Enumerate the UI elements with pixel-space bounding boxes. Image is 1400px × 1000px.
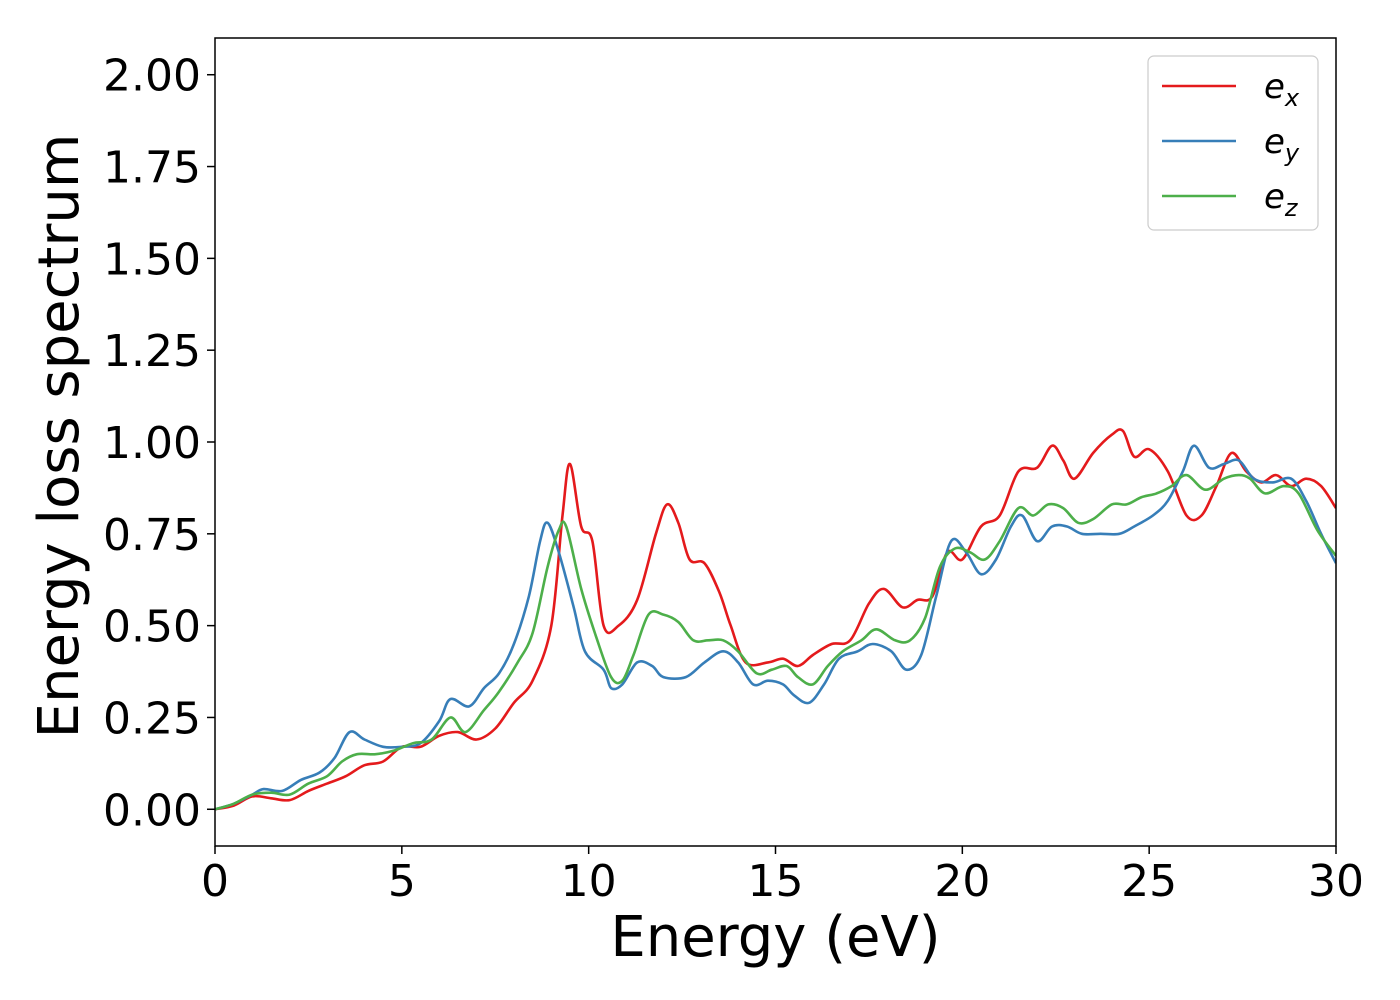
y-tick-label: 2.00 <box>103 51 201 102</box>
legend: ex ey ez <box>1147 55 1319 231</box>
x-tick-label: 10 <box>561 856 617 907</box>
legend-label-e-y: ey <box>1264 122 1300 167</box>
ticks-layer: 0 5 10 15 20 25 30 0.00 0.25 0.50 0.75 1.00 1.25 1.50… <box>103 51 1364 907</box>
y-tick-label: 1.00 <box>103 418 201 469</box>
y-axis-label: Energy loss spectrum <box>27 134 92 739</box>
y-tick-label: 0.50 <box>103 602 201 653</box>
series-line-e-x <box>215 428 1336 811</box>
y-tick-label: 1.25 <box>103 326 201 377</box>
x-tick-label: 5 <box>388 856 416 907</box>
y-tick-label: 0.25 <box>103 693 201 744</box>
legend-box <box>1147 55 1319 231</box>
series-line-e-z <box>215 473 1336 811</box>
x-tick-label: 25 <box>1121 856 1177 907</box>
legend-label-e-x: ex <box>1264 67 1300 112</box>
y-tick-label: 1.75 <box>103 143 201 194</box>
x-axis-label: Energy (eV) <box>610 905 940 970</box>
x-tick-label: 15 <box>748 856 804 907</box>
series-line-e-y <box>215 444 1336 811</box>
y-tick-label: 0.00 <box>103 785 201 836</box>
x-tick-label: 20 <box>934 856 990 907</box>
x-tick-label: 0 <box>201 856 229 907</box>
series-layer <box>215 428 1336 811</box>
y-tick-label: 1.50 <box>103 234 201 285</box>
y-tick-label: 0.75 <box>103 510 201 561</box>
x-tick-label: 30 <box>1308 856 1364 907</box>
legend-label-e-z: ez <box>1264 177 1299 222</box>
